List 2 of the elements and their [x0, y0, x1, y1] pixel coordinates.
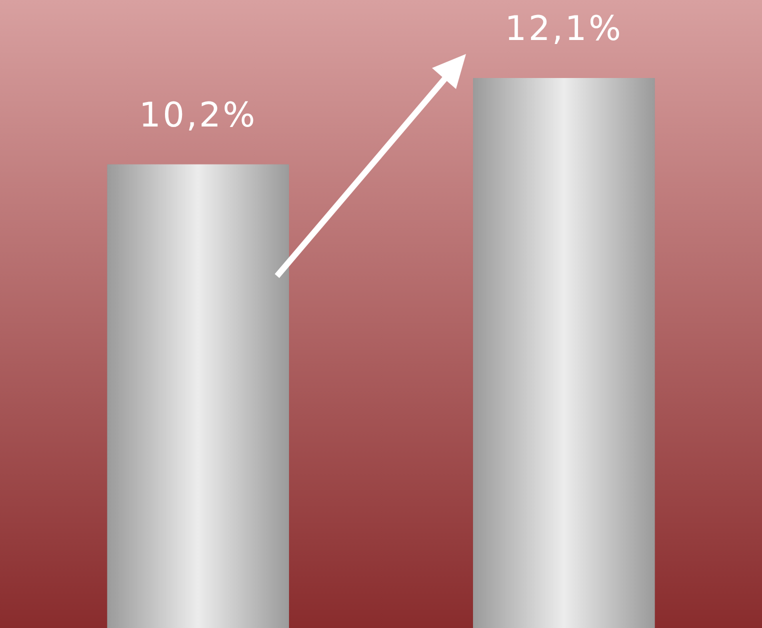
data-label: 12,1% [504, 9, 623, 49]
data-label: 10,2% [139, 95, 258, 136]
